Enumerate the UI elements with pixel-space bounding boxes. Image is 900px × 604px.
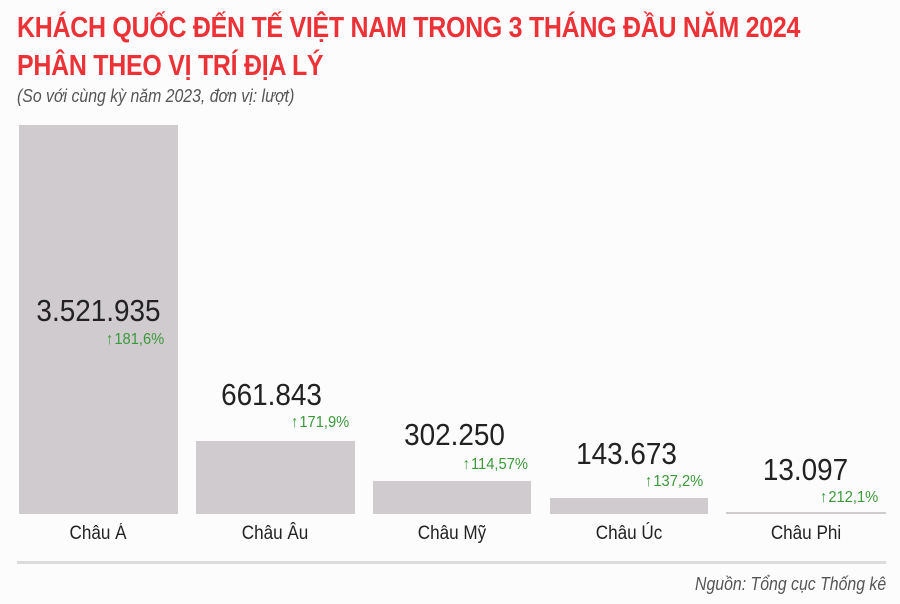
- category-chau-au: Châu Âu: [241, 523, 309, 544]
- category-chau-uc: Châu Úc: [595, 523, 663, 544]
- change-chau-phi: ↑212,1%: [819, 489, 878, 506]
- change-chau-a: ↑181,6%: [105, 331, 164, 348]
- footer-divider: [17, 561, 886, 564]
- chart-subtitle: (So với cùng kỳ năm 2023, đơn vị: lượt): [17, 86, 295, 106]
- chart-title-line1: KHÁCH QUỐC ĐẾN TẾ VIỆT NAM TRONG 3 THÁNG…: [17, 12, 801, 44]
- change-chau-my: ↑114,57%: [462, 456, 528, 473]
- category-chau-my: Châu Mỹ: [417, 523, 487, 544]
- change-chau-au: ↑171,9%: [290, 414, 349, 431]
- value-chau-phi: 13.097: [762, 452, 849, 487]
- category-chau-phi: Châu Phi: [770, 523, 842, 544]
- bar-chau-phi: [726, 512, 886, 514]
- up-arrow-icon: ↑: [462, 456, 471, 473]
- source-note: Nguồn: Tổng cục Thống kê: [694, 574, 886, 594]
- up-arrow-icon: ↑: [644, 473, 653, 490]
- value-chau-a: 3.521.935: [36, 293, 161, 328]
- chart-title-line2: PHÂN THEO VỊ TRÍ ĐỊA LÝ: [17, 50, 324, 82]
- bar-chau-uc: [550, 498, 708, 514]
- up-arrow-icon: ↑: [819, 489, 828, 506]
- bar-chau-a: [19, 125, 178, 514]
- value-chau-my: 302.250: [404, 417, 505, 452]
- up-arrow-icon: ↑: [105, 331, 114, 348]
- value-chau-au: 661.843: [221, 377, 322, 412]
- up-arrow-icon: ↑: [290, 414, 299, 431]
- change-chau-uc: ↑137,2%: [644, 473, 703, 490]
- bar-chau-au: [196, 441, 355, 514]
- value-chau-uc: 143.673: [576, 436, 677, 471]
- bar-chau-my: [373, 481, 531, 514]
- category-chau-a: Châu Á: [69, 523, 127, 544]
